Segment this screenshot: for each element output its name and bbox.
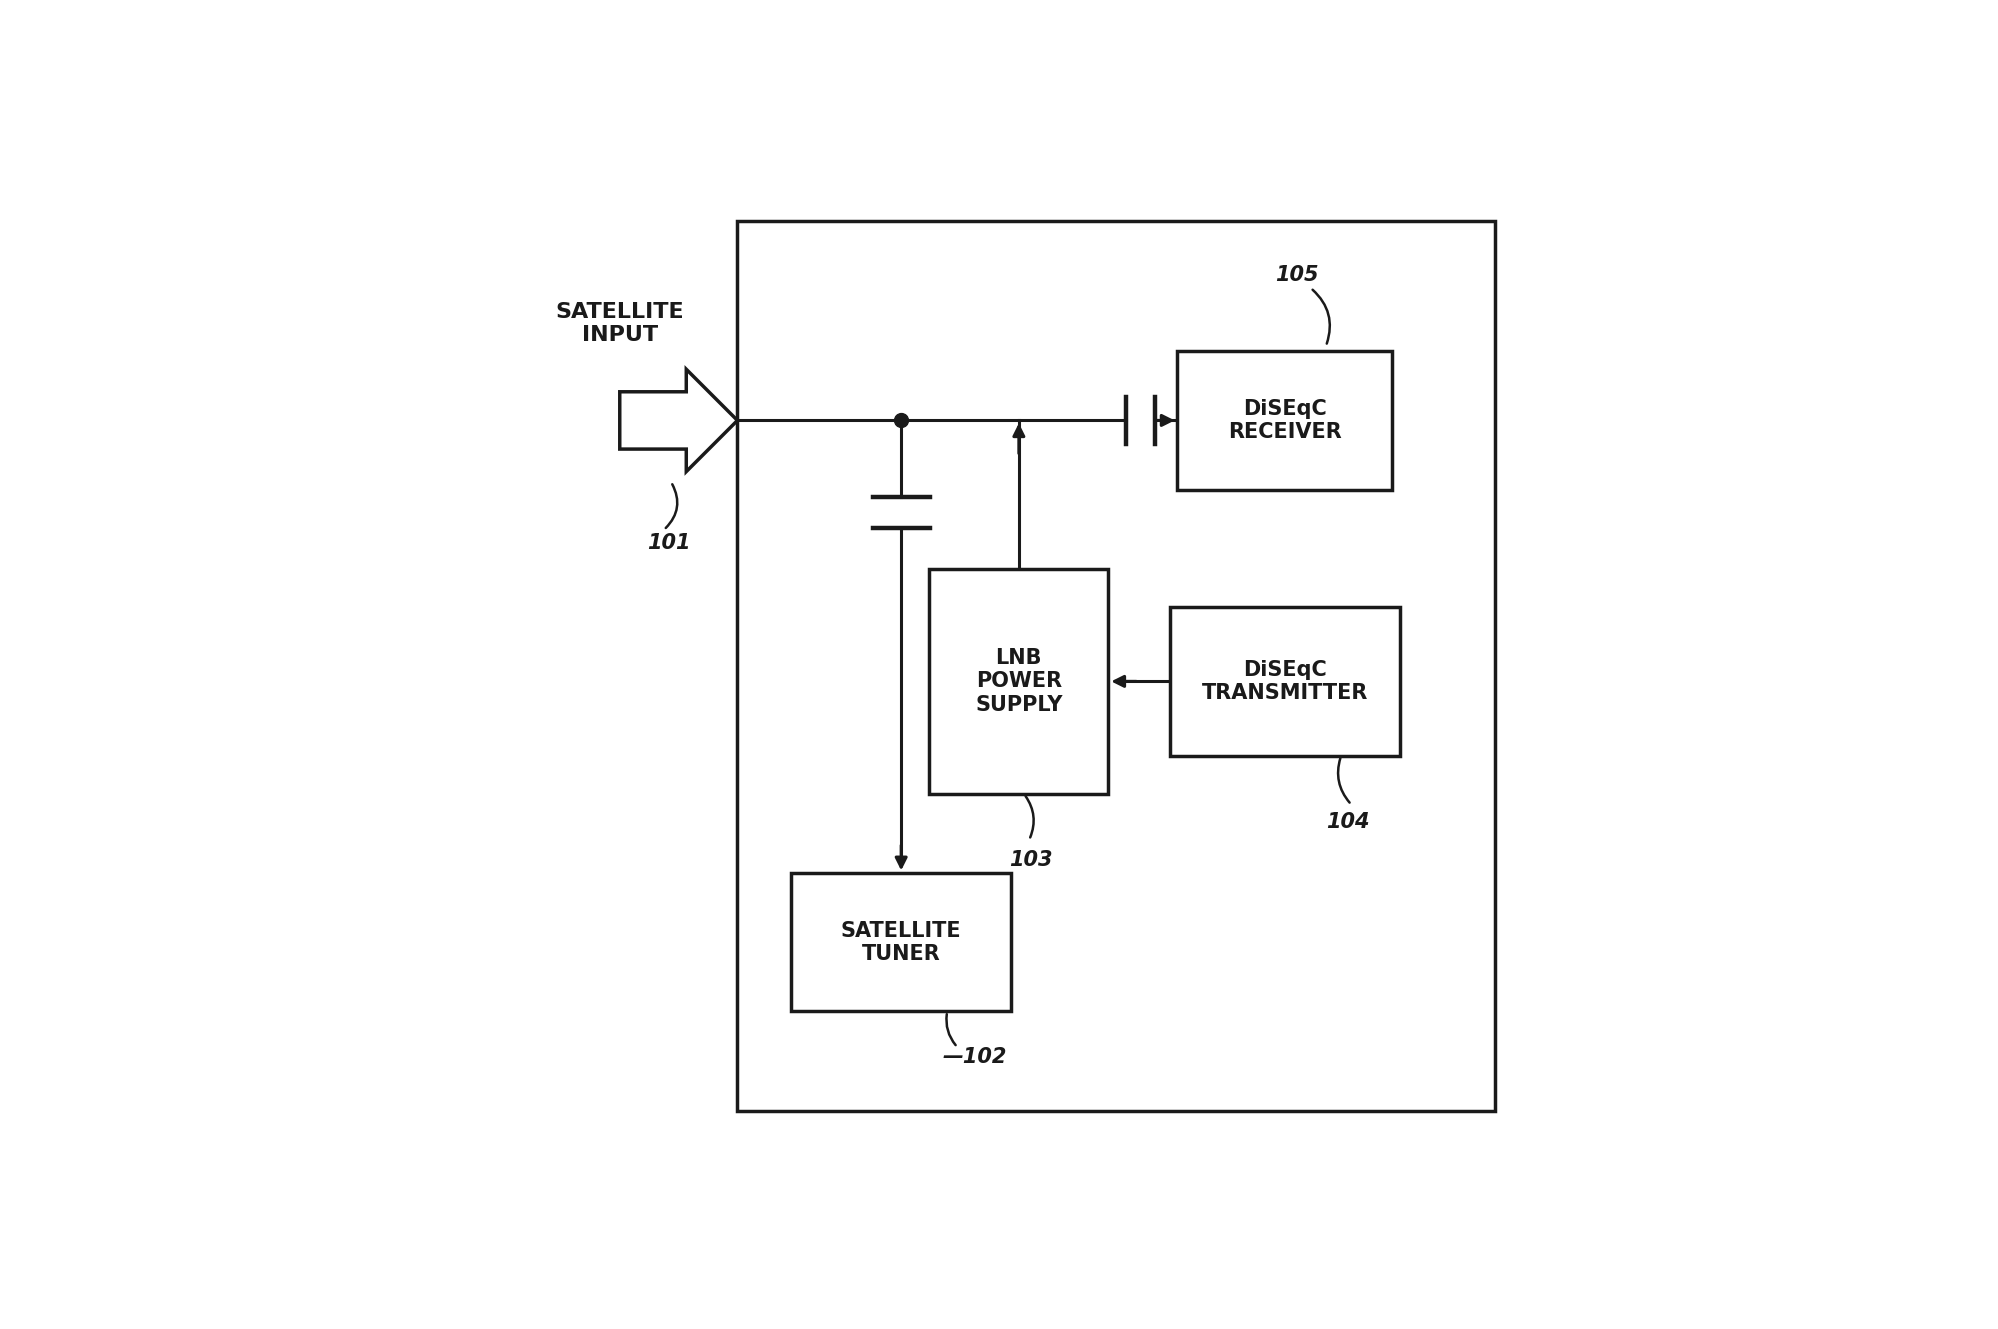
- Text: 104: 104: [1327, 812, 1369, 832]
- Text: DiSEqC
TRANSMITTER: DiSEqC TRANSMITTER: [1201, 659, 1369, 703]
- Text: 105: 105: [1275, 264, 1319, 284]
- Polygon shape: [619, 369, 737, 472]
- FancyBboxPatch shape: [737, 221, 1495, 1111]
- Text: 103: 103: [1009, 851, 1053, 870]
- Text: DiSEqC
RECEIVER: DiSEqC RECEIVER: [1229, 399, 1343, 443]
- Text: SATELLITE
TUNER: SATELLITE TUNER: [841, 921, 961, 964]
- FancyBboxPatch shape: [791, 873, 1011, 1011]
- Text: —102: —102: [943, 1047, 1007, 1067]
- FancyBboxPatch shape: [929, 569, 1109, 793]
- Text: 101: 101: [647, 533, 691, 553]
- FancyBboxPatch shape: [1177, 351, 1393, 489]
- Text: LNB
POWER
SUPPLY: LNB POWER SUPPLY: [975, 649, 1063, 715]
- Text: SATELLITE
INPUT: SATELLITE INPUT: [555, 302, 683, 344]
- FancyBboxPatch shape: [1169, 607, 1401, 756]
